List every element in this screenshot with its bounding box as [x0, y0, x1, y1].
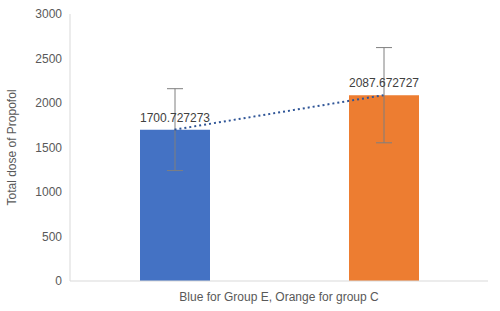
svg-text:1700.727273: 1700.727273 [140, 111, 210, 125]
svg-text:2087.672727: 2087.672727 [349, 76, 419, 90]
svg-text:2500: 2500 [35, 52, 62, 66]
svg-text:500: 500 [42, 230, 62, 244]
svg-text:Total dose of Propofol: Total dose of Propofol [8, 89, 19, 205]
svg-text:1500: 1500 [35, 141, 62, 155]
svg-text:3000: 3000 [35, 7, 62, 21]
svg-text:Blue for Group E, Orange for g: Blue for Group E, Orange for group C [179, 290, 379, 304]
svg-text:0: 0 [55, 274, 62, 288]
svg-text:2000: 2000 [35, 96, 62, 110]
svg-text:1000: 1000 [35, 185, 62, 199]
